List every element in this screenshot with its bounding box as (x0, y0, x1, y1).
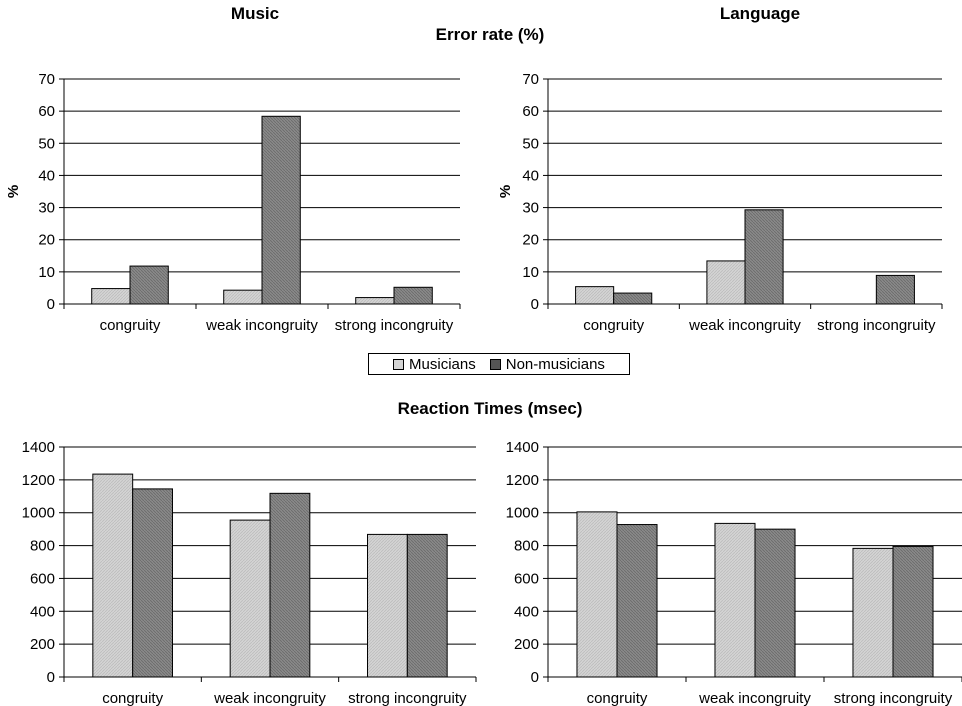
language-error-ytick-label: 30 (522, 200, 539, 217)
music-rt-ytick-label: 1400 (22, 439, 55, 456)
language-error-ytick-label: 50 (522, 135, 539, 152)
music-error-ytick-label: 10 (38, 264, 55, 281)
language-error-bar-musicians (706, 260, 746, 305)
language-rt-ytick-label: 1200 (506, 472, 539, 489)
language-error-bar-non-musicians (613, 292, 653, 305)
music-title: Music (230, 4, 280, 23)
language-error-ytick-label: 40 (522, 167, 539, 184)
legend-label-musicians: Musicians (409, 355, 476, 373)
language-rt-ytick-label: 1400 (506, 439, 539, 456)
language-rt-bar-non-musicians (754, 528, 796, 678)
music-rt-category-label: strong incongruity (348, 690, 467, 706)
language-error-ytick-label: 10 (522, 264, 539, 281)
language-rt-bar-musicians (852, 547, 894, 678)
music-rt-ytick-label: 600 (30, 570, 55, 587)
legend-item-musicians: Musicians (393, 356, 476, 373)
music-rt-bar-non-musicians (132, 488, 173, 678)
music-error-ytick-label: 50 (38, 135, 55, 152)
music-rt-bar-non-musicians (269, 492, 311, 678)
music-rt-ytick-label: 0 (47, 669, 55, 686)
music-rt-bar-non-musicians (406, 533, 448, 678)
language-rt-bar-non-musicians (892, 545, 934, 678)
music-error-bar-non-musicians (129, 265, 169, 305)
language-rt-ytick-label: 400 (514, 603, 539, 620)
music-error-category-label: strong incongruity (335, 317, 454, 334)
language-title: Language (719, 4, 801, 23)
language-error-bar-non-musicians (875, 274, 915, 305)
music-error-category-label: weak incongruity (205, 317, 318, 334)
music-rt-ytick-label: 1200 (22, 472, 55, 489)
music-rt-category-label: congruity (102, 690, 163, 706)
music-rt-category-label: weak incongruity (213, 690, 326, 706)
language-error-category-label: weak incongruity (688, 317, 801, 334)
language-error-ytick-label: 0 (531, 296, 539, 313)
language-rt-bar-musicians (576, 511, 618, 678)
music-error-ytick-label: 20 (38, 232, 55, 249)
legend: Musicians Non-musicians (368, 353, 630, 375)
language-error-ylabel: % (497, 185, 514, 198)
language-rt-ytick-label: 800 (514, 538, 539, 555)
language-error-bar-non-musicians (744, 209, 784, 305)
language-error-ytick-label: 70 (522, 71, 539, 88)
language-rt-ytick-label: 1000 (506, 505, 539, 522)
language-rt-ytick-label: 0 (531, 669, 539, 686)
music-error-ylabel: % (5, 185, 22, 198)
language-rt-ytick-label: 600 (514, 570, 539, 587)
language-rt-category-label: congruity (587, 690, 648, 706)
music-error-ytick-label: 70 (38, 71, 55, 88)
music-error-category-label: congruity (100, 317, 161, 334)
music-error-ytick-label: 40 (38, 167, 55, 184)
music-rt-ytick-label: 200 (30, 636, 55, 653)
language-error-bar-musicians (575, 286, 615, 305)
music-rt-bar-musicians (229, 519, 271, 678)
music-rt-ytick-label: 800 (30, 538, 55, 555)
legend-swatch-musicians (393, 358, 405, 370)
music-rt-bar-musicians (367, 533, 408, 678)
music-rt-bar-musicians (92, 473, 134, 678)
language-error-category-label: congruity (583, 317, 644, 334)
music-error-ytick-label: 30 (38, 200, 55, 217)
error-rate-title: Error rate (%) (435, 25, 545, 44)
music-error-ytick-label: 0 (47, 296, 55, 313)
language-rt-category-label: strong incongruity (834, 690, 953, 706)
legend-swatch-non-musicians (489, 358, 501, 370)
language-rt-bar-non-musicians (616, 524, 658, 678)
music-rt-ytick-label: 1000 (22, 505, 55, 522)
legend-item-non-musicians: Non-musicians (489, 355, 605, 373)
legend-label-non-musicians: Non-musicians (505, 355, 605, 373)
music-error-bar-musicians (223, 289, 263, 305)
music-error-bar-musicians (91, 288, 131, 305)
language-error-category-label: strong incongruity (817, 317, 936, 334)
music-error-bar-non-musicians (261, 115, 301, 305)
music-error-bar-non-musicians (393, 286, 433, 305)
music-error-ytick-label: 60 (38, 103, 55, 120)
language-rt-category-label: weak incongruity (698, 690, 811, 706)
language-rt-ytick-label: 200 (514, 636, 539, 653)
language-error-ytick-label: 20 (522, 232, 539, 249)
language-rt-bar-musicians (714, 522, 756, 678)
music-error-bar-musicians (355, 297, 395, 305)
reaction-times-title: Reaction Times (msec) (397, 399, 583, 418)
language-error-ytick-label: 60 (522, 103, 539, 120)
music-rt-ytick-label: 400 (30, 603, 55, 620)
